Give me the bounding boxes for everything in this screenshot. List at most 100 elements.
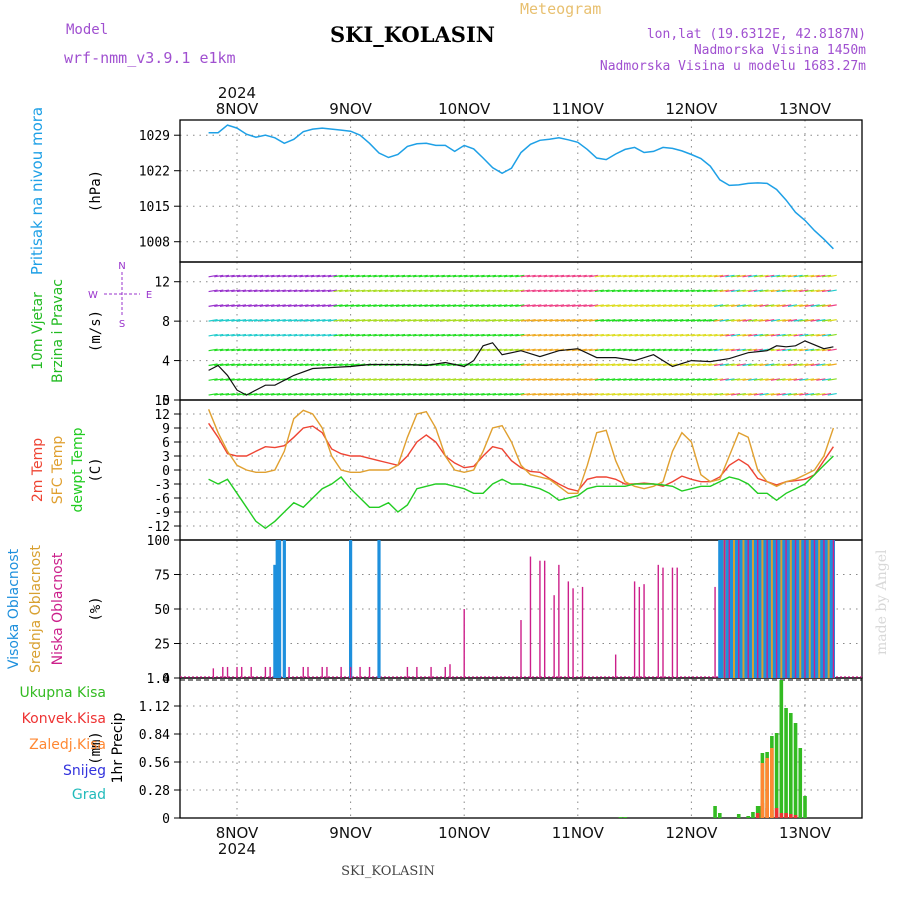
bottom-day-label: 12NOV [665, 824, 718, 842]
wind-barb [702, 319, 712, 322]
wind-barb [236, 363, 247, 367]
cloud-low-bar [775, 540, 778, 678]
wind-barb [821, 333, 832, 337]
wind-barb [458, 289, 468, 293]
y-tick-label: 0 [162, 672, 170, 687]
wind-barb [327, 348, 337, 352]
precip-legend-item: Konvek.Kisa [22, 711, 106, 727]
wind-barb [628, 363, 639, 367]
wind-barb [594, 392, 604, 396]
wind-barb [424, 392, 434, 396]
wind-barb [265, 289, 275, 293]
cloud-low-bar [614, 654, 617, 678]
wind-barb [248, 289, 258, 293]
wind-barb [736, 378, 746, 381]
wind-barb [469, 304, 479, 307]
wind-barb [804, 319, 815, 322]
cloud-high-bar [815, 540, 819, 678]
wind-barb [503, 378, 514, 381]
wind-barb [356, 333, 366, 337]
wind-barb [645, 392, 656, 396]
wind-barb [464, 289, 474, 293]
cloud-high-bar [772, 540, 776, 678]
wind-barb [509, 392, 519, 396]
precip-total-bar [755, 806, 760, 818]
wind-barb [322, 274, 332, 278]
wind-barb [566, 319, 576, 322]
wind-barb [782, 289, 792, 293]
wind-barb [799, 319, 809, 322]
wind-barb [367, 319, 377, 322]
wind-barb [532, 319, 542, 322]
wind-barb [606, 319, 616, 322]
wind-barb [691, 378, 701, 381]
cloud-low-bar [250, 666, 252, 678]
wind-barb [617, 392, 627, 396]
wind-barb [350, 304, 360, 307]
wind-barb [219, 319, 230, 322]
precip-total-bar [623, 817, 627, 818]
wind-barb [333, 333, 343, 337]
wind-barb [668, 319, 678, 322]
cloud-high-bar [734, 540, 738, 678]
wind-barb [441, 392, 451, 396]
wind-barb [776, 274, 786, 278]
wind-barb [435, 304, 445, 307]
wind-barb [702, 348, 712, 352]
wind-barb [225, 289, 235, 293]
wind-barb [236, 289, 247, 293]
wind-barb [827, 378, 837, 381]
cloud-low-bar [633, 581, 636, 678]
wind-barb [589, 348, 599, 352]
wind-barb [577, 348, 587, 352]
precip-conv-bar [774, 808, 779, 818]
y-tick-label: 12 [154, 276, 170, 291]
wind-barb [265, 304, 275, 307]
wind-barb [481, 319, 491, 322]
wind-barb [219, 304, 230, 307]
wind-barb [532, 333, 542, 337]
wind-barb [293, 319, 303, 322]
wind-barb [395, 392, 406, 396]
wind-barb [691, 363, 701, 367]
wind-barb [236, 274, 247, 278]
wind-barb [259, 319, 269, 322]
y-tick-label: 3 [162, 450, 170, 465]
wind-barb [231, 348, 241, 352]
wind-barb [753, 333, 763, 337]
wind-barb [344, 319, 355, 322]
wind-barb [714, 348, 724, 352]
wind-barb [219, 289, 230, 293]
wind-barb [611, 392, 621, 396]
wind-barb [339, 348, 349, 352]
wind-barb [333, 289, 343, 293]
wind-barb [259, 392, 269, 396]
cloud-low-bar [326, 666, 328, 678]
wind-barb [412, 319, 423, 322]
wind-barb [736, 319, 746, 322]
wind-barb [447, 289, 457, 293]
wind-barb [537, 363, 548, 367]
wind-barb [361, 333, 372, 337]
cloud-low-bar [558, 564, 560, 678]
wind-barb [770, 289, 781, 293]
wind-barb [458, 274, 468, 278]
wind-barb [606, 333, 616, 337]
wind-barb [208, 333, 218, 337]
precip-legend-item: Ukupna Kisa [19, 685, 106, 701]
wind-barb [270, 378, 281, 381]
wind-barb [668, 378, 678, 381]
wind-barb [543, 289, 553, 293]
wind-barb [344, 378, 355, 381]
wind-barb [776, 333, 786, 337]
wind-barb [742, 289, 752, 293]
y-tick-label: 12 [154, 408, 170, 423]
wind-barb [322, 378, 332, 381]
wind-barb [395, 274, 406, 278]
wind-barb [327, 289, 337, 293]
wind-barb [736, 348, 746, 352]
wind-barb [827, 363, 837, 367]
cloud-low-bar [794, 540, 797, 678]
wind-barb [770, 378, 781, 381]
wind-barb [430, 304, 440, 307]
